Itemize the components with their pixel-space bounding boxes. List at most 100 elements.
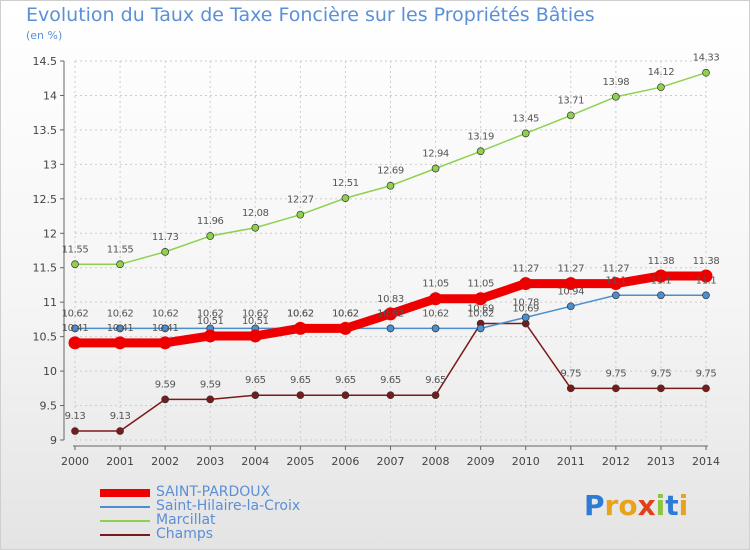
x-tick-label: 2000 [61, 455, 89, 468]
data-point [161, 395, 169, 404]
data-point [702, 68, 710, 77]
data-label: 10.62 [62, 308, 89, 319]
x-tick-label: 2013 [647, 455, 675, 468]
data-label: 10.62 [467, 308, 494, 319]
x-tick-label: 2002 [151, 455, 179, 468]
y-tick-label: 9 [50, 434, 57, 447]
data-label: 12.27 [287, 195, 314, 206]
data-point [702, 384, 710, 393]
logo-letter: i [655, 489, 666, 522]
data-label: 9.75 [606, 368, 627, 379]
data-point [612, 384, 620, 393]
data-point [386, 391, 395, 400]
data-point [566, 111, 575, 120]
data-label: 10.69 [512, 304, 539, 315]
data-label: 11.1 [696, 275, 717, 286]
legend-label: Saint-Hilaire-la-Croix [156, 498, 301, 514]
y-tick-label: 12 [43, 227, 57, 240]
axes: 9 9.5 10 10.5 11 11.5 12 12.5 13 13.5 14 14.5 2000 20… [33, 55, 721, 468]
data-point [161, 248, 169, 256]
x-tick-label: 2006 [331, 455, 359, 468]
legend-label: Marcillat [156, 512, 216, 528]
data-label: 9.65 [290, 375, 311, 386]
data-point [431, 164, 440, 173]
data-point [338, 321, 352, 335]
data-point [657, 291, 665, 300]
data-point [429, 292, 443, 306]
data-point [566, 302, 575, 311]
data-label: 9.65 [380, 375, 401, 386]
data-point [657, 83, 665, 92]
data-label: 9.65 [425, 375, 446, 386]
data-label: 10.62 [332, 308, 359, 319]
data-label: 13.45 [512, 113, 539, 124]
data-point [203, 329, 217, 343]
data-label: 11.05 [422, 279, 449, 290]
data-label: 12.94 [422, 148, 449, 159]
y-tick-label: 10.5 [33, 331, 58, 344]
data-label: 13.98 [603, 77, 630, 88]
y-tick-label: 14.5 [33, 55, 58, 68]
x-tick-label: 2001 [106, 455, 134, 468]
data-point [296, 391, 305, 400]
data-point [71, 427, 79, 435]
x-tick-label: 2003 [196, 455, 224, 468]
data-label: 9.65 [335, 375, 356, 386]
data-label: 9.75 [696, 368, 717, 379]
data-label: 9.13 [65, 411, 86, 422]
data-point [702, 291, 710, 300]
data-label: 10.69 [467, 304, 494, 315]
data-label: 10.41 [107, 323, 134, 334]
x-tick-label: 2014 [692, 455, 720, 468]
data-point [158, 336, 172, 350]
data-point [476, 324, 485, 333]
chart-title: Evolution du Taux de Taxe Foncière sur l… [26, 4, 595, 26]
data-label: 13.19 [467, 131, 494, 142]
data-point [116, 324, 124, 333]
y-tick-label: 11.5 [33, 262, 58, 275]
y-tick-label: 14 [43, 89, 57, 102]
data-label: 9.59 [200, 379, 221, 390]
data-label: 10.78 [512, 297, 539, 308]
data-label: 10.62 [107, 308, 134, 319]
logo-letter: i [678, 489, 689, 522]
data-label: 14.12 [648, 67, 675, 78]
x-tick-label: 2004 [241, 455, 269, 468]
data-label: 11.96 [197, 216, 224, 227]
logo-letter: r [604, 489, 619, 522]
data-label: 9.75 [560, 368, 581, 379]
data-point [161, 324, 169, 333]
data-label: 10.62 [377, 308, 404, 319]
grid [74, 60, 707, 441]
data-label: 10.51 [242, 316, 269, 327]
data-point [566, 384, 575, 393]
y-tick-label: 9.5 [40, 400, 58, 413]
data-point [431, 324, 440, 333]
data-point [564, 277, 578, 291]
data-label: 10.51 [197, 316, 224, 327]
data-label: 10.62 [422, 308, 449, 319]
data-label: 10.62 [287, 308, 314, 319]
data-point [248, 329, 262, 343]
data-label: 11.38 [693, 256, 720, 267]
legend-label: SAINT-PARDOUX [156, 484, 271, 500]
y-tick-label: 13 [43, 158, 57, 171]
logo-letter: t [665, 489, 679, 522]
data-point [654, 269, 668, 283]
data-point [699, 269, 713, 283]
y-tick-label: 10 [43, 365, 57, 378]
data-point [609, 277, 623, 291]
data-label: 11.27 [603, 264, 630, 275]
data-point [474, 292, 488, 306]
data-point [612, 92, 620, 101]
data-point [341, 194, 350, 202]
data-point [71, 260, 79, 269]
data-point [612, 291, 620, 300]
x-tick-label: 2012 [602, 455, 630, 468]
series-layer [68, 68, 713, 435]
data-point [68, 336, 82, 350]
data-label: 11.05 [467, 279, 494, 290]
data-point [384, 307, 397, 321]
data-point [476, 147, 485, 156]
